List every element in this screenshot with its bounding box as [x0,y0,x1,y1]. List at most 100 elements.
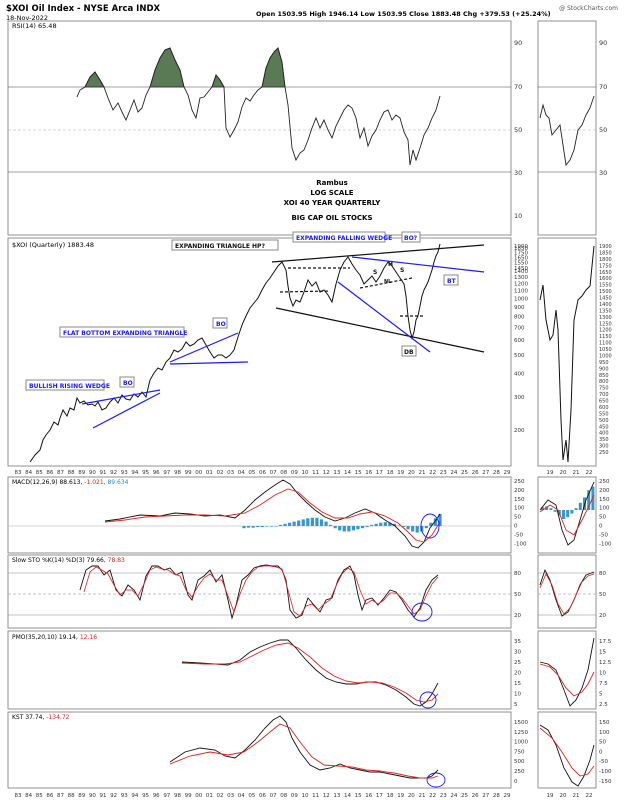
price-side-tick: 950 [599,360,609,366]
price-tick: 400 [514,371,525,377]
x-tick: 88 [68,793,75,799]
kst-side-tick: 100 [599,730,610,736]
kst-tick: 1000 [514,740,528,746]
sto-side-k [539,568,595,617]
macd-hist-bar [406,526,410,530]
macd-tick: 0 [514,524,518,530]
annotation-s1: S [373,269,377,276]
macd-hist-bar [292,521,296,526]
pmo-side-panel [537,630,597,710]
price-ticks: 1900185017501650155014501400130012001100… [514,244,528,434]
x-tick: 24 [450,470,457,476]
sto-tick: 50 [514,592,521,598]
x-tick: 89 [78,470,85,476]
x-tick: 86 [46,793,53,799]
sto-ticks: 80 50 20 80 50 20 [514,571,606,619]
macd-tick: 200 [514,488,525,494]
kst-legend-main: KST 37.74, [12,714,44,721]
x-tick: 08 [280,793,287,799]
price-side-tick: 1500 [599,289,612,295]
price-side-tick: 850 [599,373,609,379]
macd-side-hist-bar [549,508,553,510]
x-tick: 01 [206,793,213,799]
kst-tick: 0 [514,779,518,785]
macd-side-tick: 250 [599,479,610,485]
price-side-panel [537,237,597,467]
sto-side-d [539,573,595,615]
pmo-tick: 35 [514,639,521,645]
price-side-tick: 400 [599,431,609,437]
price-side-tick: 1250 [599,321,612,327]
x-tick: 04 [238,470,245,476]
x-tick: 17 [376,470,383,476]
pmo-circle [419,691,437,709]
price-side-tick: 700 [599,392,609,398]
x-tick: 89 [78,793,85,799]
macd-side-signal [539,494,595,536]
pmo-tick: 15 [514,681,521,687]
side-x-tick: 20 [560,793,567,799]
price-tick: 1900 [514,244,528,250]
x-tick: 10 [302,793,309,799]
macd-hist-bar [401,526,406,528]
x-tick: 85 [36,793,43,799]
price-side-tick: 1350 [599,308,612,314]
kst-side-tick: 50 [599,740,606,746]
x-tick: 97 [163,470,170,476]
kst-tick: 250 [514,769,525,775]
pmo-tick: 25 [514,660,521,666]
x-tick: 98 [174,793,181,799]
pmo-line [181,639,439,707]
x-tick: 29 [504,793,511,799]
annotations: BULLISH RISING WEDGE BO FLAT BOTTOM EXPA… [25,231,459,391]
sto-tick: 20 [514,613,521,619]
x-tick: 26 [472,470,479,476]
macd-hist-bar [392,523,397,526]
annotation-nl: NL [384,279,392,285]
rsi-ticks: 90 70 50 30 10 90 70 50 30 [514,39,607,220]
x-tick: 11 [312,793,319,799]
x-tick: 98 [174,470,181,476]
title-line: Rambus [316,179,348,187]
price-side-tick: 1800 [599,257,612,263]
macd-hist-bar [265,526,269,527]
macd-side-tick: 50 [599,515,606,521]
pmo-side-signal [539,663,595,697]
macd-hist-bar [333,526,337,529]
x-tick: 24 [450,793,457,799]
macd-hist-bar [287,522,292,526]
x-tick: 11 [312,470,319,476]
macd-hist-bar [420,526,424,532]
macd-hist-bar [246,526,251,528]
rsi-tick: 70 [514,83,522,91]
price-tick: 1850 [514,246,528,252]
macd-hist-bar [429,522,433,526]
macd-hist-bar [397,525,401,526]
x-tick: 10 [302,470,309,476]
x-axis-bottom: 83 84 85 86 87 88 89 90 91 92 93 94 95 96 97 98 99 00 01 02… [15,793,593,799]
x-tick: 83 [15,470,22,476]
x-tick: 03 [227,793,234,799]
sto-d-line [83,565,439,617]
rsi-side-tick: 90 [599,39,607,47]
pmo-side-tick: 10 [599,671,606,677]
kst-side-tick: 150 [599,720,610,726]
x-tick: 95 [142,470,149,476]
sto-side-tick: 20 [599,613,606,619]
macd-hist-bar [319,519,324,526]
annotation-expanding-falling-wedge: EXPANDING FALLING WEDGE [296,235,392,242]
macd-hist-bar [278,524,283,526]
x-tick: 87 [57,470,64,476]
x-tick: 09 [291,793,298,799]
price-side-ticks: 1900185018001750165016001550150014501400… [599,244,612,456]
pmo-side-tick: 12.5 [599,660,612,666]
pmo-legend-signal: 12.16 [80,634,97,641]
annotation-flat: FLAT BOTTOM EXPANDING TRIANGLE [63,330,187,337]
price-tick: 1450 [514,266,528,272]
macd-hist-bar [306,518,310,526]
x-tick: 15 [355,470,362,476]
x-tick: 16 [365,470,372,476]
price-tick: 1200 [514,282,528,288]
macd-histogram [242,486,595,533]
sto-legend-k: Slow STO %K(14) %D(3) 79.66, [12,557,106,564]
